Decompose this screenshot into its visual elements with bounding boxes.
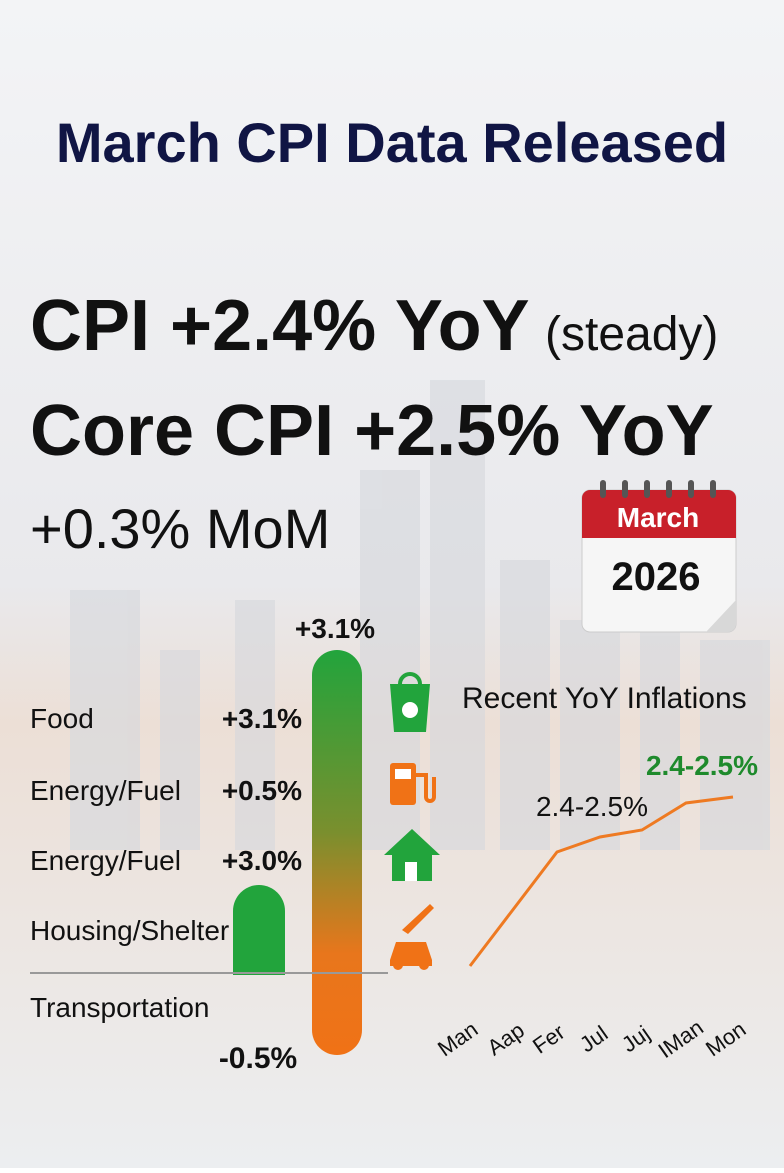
change-bar [312,650,362,1055]
component-name: Energy/Fuel [30,845,181,876]
headline-mom: +0.3% MoM [30,497,330,560]
title: March CPI Data Released [56,111,728,174]
component-value: +3.0% [222,845,302,876]
component-name: Energy/Fuel [30,775,181,806]
bar-top-label: +3.1% [295,613,375,644]
trend-line [468,795,734,967]
component-name: Food [30,703,94,734]
icons [384,672,440,970]
headline-core: Core CPI +2.5% YoY [30,391,714,471]
headline-cpi: CPI +2.4% YoY [30,286,530,366]
component-value: +0.5% [222,775,302,806]
calendar-year: 2026 [612,555,701,599]
trend-label: 2.4-2.5% [536,791,648,822]
trend-label: 2.4-2.5% [646,750,758,781]
calendar: March 2026 [581,480,737,633]
component-name: Housing/Shelter [30,915,229,946]
component-value: +3.1% [222,703,302,734]
calendar-month: March [617,502,699,533]
component-name: Transportation [30,992,210,1023]
food-bar [233,885,285,975]
headline-note: (steady) [545,308,718,361]
bar-bottom-label: -0.5% [219,1042,297,1075]
trend-title: Recent YoY Inflations [462,682,747,715]
